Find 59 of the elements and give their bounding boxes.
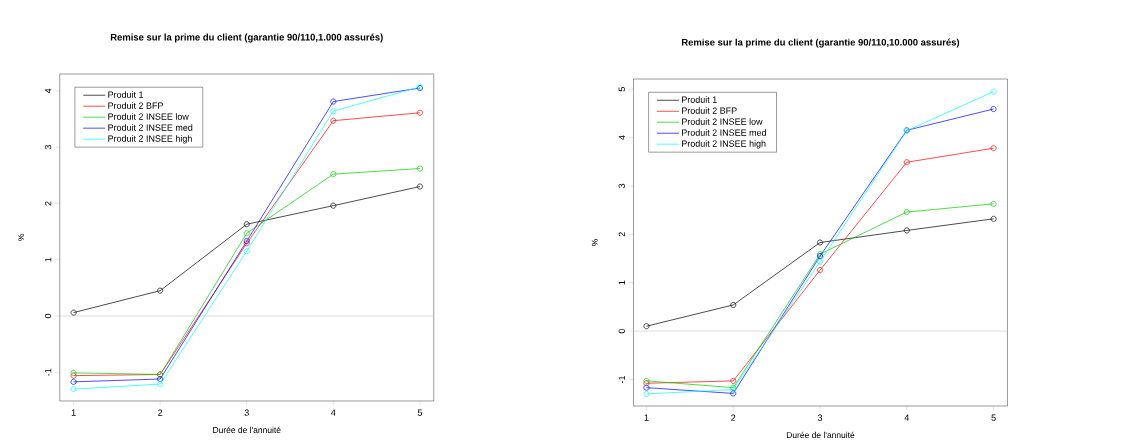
legend-label: Produit 2 INSEE med [108, 123, 193, 131]
x-tick-label: 2 [731, 414, 736, 421]
point [730, 301, 737, 308]
y-tick-label: 3 [618, 183, 625, 188]
x-tick-label: 1 [644, 414, 649, 421]
point [330, 171, 337, 177]
y-tick-label: 5 [618, 86, 625, 92]
point [243, 230, 250, 237]
x-tick-label: 4 [331, 409, 336, 416]
legend-label: Produit 1 [108, 91, 144, 98]
point [817, 239, 823, 246]
point [817, 266, 823, 273]
legend-label: Produit 2 INSEE high [108, 134, 192, 144]
y-tick-label: 1 [618, 280, 625, 285]
legend-label: Produit 1 [682, 96, 717, 103]
point [817, 258, 823, 265]
point [243, 248, 250, 255]
y-tick-label: 0 [44, 313, 52, 318]
x-tick-label: 3 [244, 409, 249, 416]
x-tick-label: 2 [158, 409, 163, 416]
point [330, 98, 337, 105]
y-tick-label: -1 [45, 368, 52, 376]
point [903, 159, 910, 165]
point [243, 221, 250, 227]
x-tick-label: 5 [991, 414, 996, 421]
x-tick-label: 3 [817, 414, 823, 421]
y-axis-title: % [591, 238, 598, 246]
point [157, 380, 164, 387]
point [157, 375, 164, 382]
point [730, 390, 737, 397]
x-axis-title: Durée de l'annuité [213, 426, 281, 433]
y-tick-label: 3 [44, 144, 52, 150]
y-tick-label: 2 [618, 232, 625, 237]
legend-label: Produit 2 BFP [682, 107, 737, 114]
legend-label: Produit 2 BFP [108, 102, 163, 109]
x-tick-label: 1 [71, 409, 76, 416]
y-axis-title: % [18, 233, 25, 241]
y-tick-label: 1 [45, 257, 52, 262]
point [330, 202, 337, 209]
legend-label: Produit 2 INSEE low [682, 118, 763, 125]
chart-title: Remise sur la prime du client (garantie 90/110,1.000 assurés) [110, 33, 383, 43]
y-tick-label: 4 [618, 135, 625, 140]
legend-label: Produit 2 INSEE med [682, 129, 766, 136]
x-tick-label: 4 [904, 414, 910, 421]
y-tick-label: -1 [618, 375, 625, 383]
y-tick-label: 4 [45, 88, 52, 93]
point [157, 287, 164, 294]
x-axis-title: Durée de l'annuité [786, 431, 855, 438]
point [330, 117, 337, 124]
point [903, 227, 910, 234]
point [330, 107, 337, 114]
y-tick-label: 2 [44, 201, 52, 206]
point [903, 208, 910, 215]
x-tick-label: 5 [417, 409, 423, 416]
legend-label: Produit 2 INSEE high [682, 140, 766, 149]
legend-label: Produit 2 INSEE low [108, 113, 189, 120]
chart-title: Remise sur la prime du client (garantie 90/110,10.000 assurés) [681, 38, 960, 48]
point [730, 377, 737, 384]
y-tick-label: 0 [618, 328, 625, 334]
